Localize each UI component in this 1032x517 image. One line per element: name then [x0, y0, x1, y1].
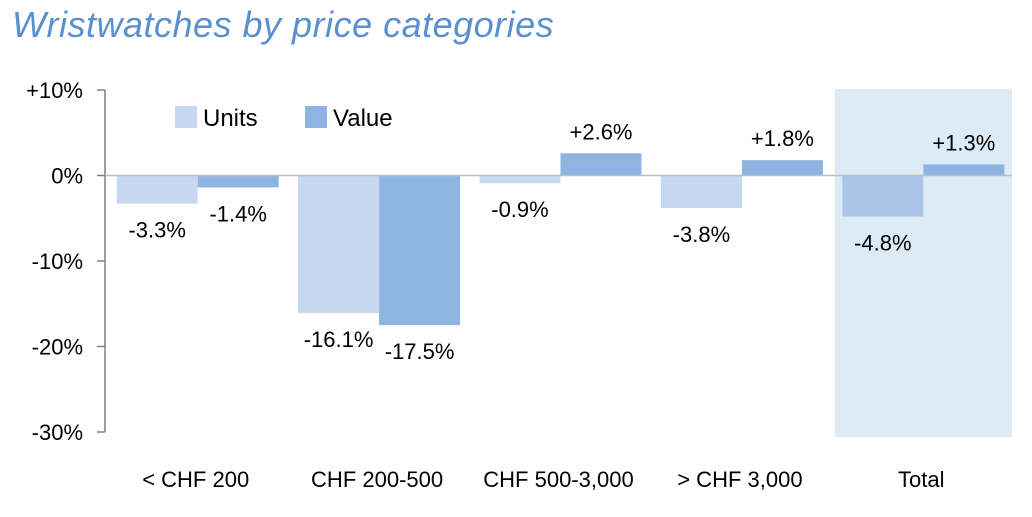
bar-units-chf-200 [116, 175, 198, 204]
bar-units-chf-3-000 [660, 175, 742, 208]
data-label-value-chf-200-500: -17.5% [385, 339, 455, 364]
bar-value-chf-200-500 [379, 175, 461, 326]
data-label-units-chf-3-000: -3.8% [673, 222, 730, 247]
category-label-chf-500-3-000: CHF 500-3,000 [483, 467, 633, 492]
data-label-value-chf-3-000: +1.8% [751, 126, 814, 151]
category-label-chf-200-500: CHF 200-500 [311, 467, 443, 492]
y-tick-label-10: -10% [32, 249, 83, 274]
data-label-units-total: -4.8% [854, 231, 911, 256]
data-label-units-chf-500-3-000: -0.9% [491, 197, 548, 222]
bar-units-total [842, 175, 924, 217]
legend-swatch-units [175, 106, 197, 128]
category-label-chf-200: < CHF 200 [142, 467, 249, 492]
bar-value-chf-200 [197, 175, 279, 188]
bar-value-total [923, 164, 1005, 176]
legend-label-value: Value [333, 105, 393, 132]
y-tick-label-20: -20% [32, 335, 83, 360]
bar-value-chf-3-000 [741, 160, 823, 176]
y-tick-label-10: +10% [26, 78, 83, 103]
data-label-value-chf-500-3-000: +2.6% [570, 119, 633, 144]
data-label-units-chf-200: -3.3% [128, 218, 185, 243]
highlight-band-total [834, 89, 1012, 437]
bar-units-chf-500-3-000 [479, 175, 561, 184]
bar-value-chf-500-3-000 [560, 153, 642, 176]
y-tick-label-30: -30% [32, 420, 83, 445]
category-label-total: Total [898, 467, 944, 492]
data-label-units-chf-200-500: -16.1% [304, 327, 374, 352]
category-label-chf-3-000: > CHF 3,000 [677, 467, 802, 492]
legend-swatch-value [305, 106, 327, 128]
data-label-value-total: +1.3% [932, 130, 995, 155]
data-label-value-chf-200: -1.4% [209, 201, 266, 226]
y-tick-label-0: 0% [51, 164, 83, 189]
bar-units-chf-200-500 [298, 175, 380, 314]
legend-label-units: Units [203, 105, 258, 132]
chart-title: Wristwatches by price categories [12, 4, 555, 45]
